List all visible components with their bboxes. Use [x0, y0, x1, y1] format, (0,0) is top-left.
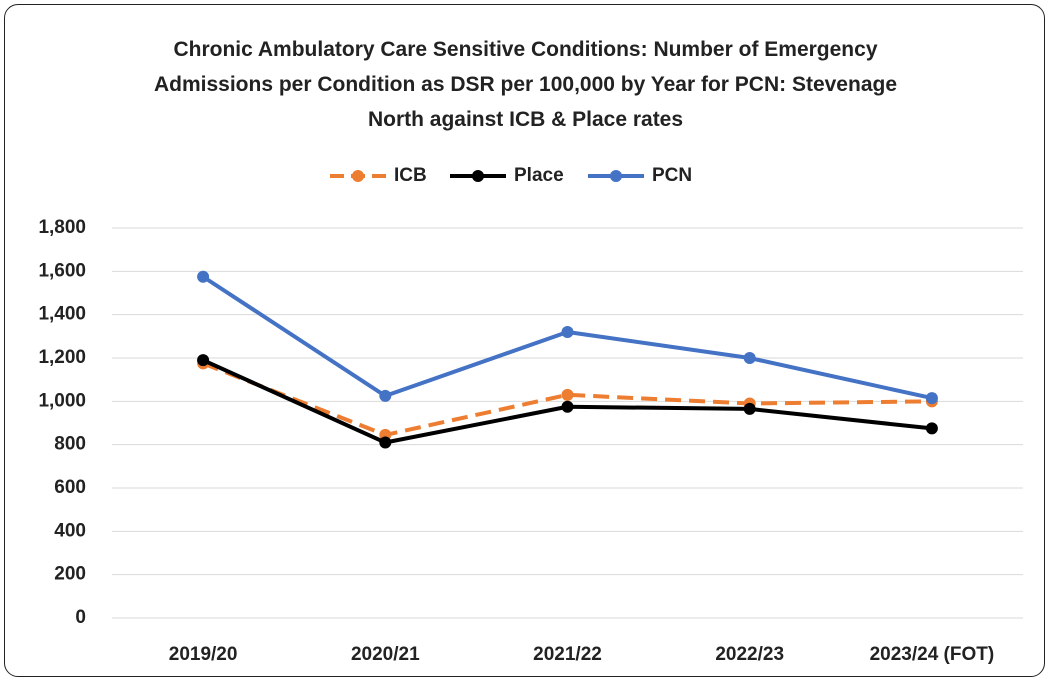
y-tick-label: 200 — [54, 564, 86, 585]
data-point — [561, 400, 574, 413]
legend-marker — [610, 170, 622, 182]
y-tick-label: 1,000 — [38, 390, 86, 411]
legend-label: PCN — [652, 165, 692, 186]
legend-marker — [472, 170, 484, 182]
x-tick-label: 2019/20 — [169, 644, 238, 665]
data-point — [379, 389, 392, 402]
x-tick-label: 2023/24 (FOT) — [870, 644, 995, 665]
data-point — [925, 422, 938, 435]
y-tick-label: 0 — [75, 607, 86, 628]
legend-label: ICB — [394, 165, 427, 186]
data-point — [561, 388, 574, 401]
data-point — [561, 326, 574, 338]
y-tick-label: 1,400 — [38, 304, 86, 325]
y-tick-label: 1,200 — [38, 347, 86, 368]
legend-marker — [352, 170, 364, 182]
series-line — [202, 361, 932, 437]
data-point — [925, 392, 938, 405]
data-point — [379, 436, 392, 449]
data-point — [743, 352, 756, 364]
y-tick-label: 800 — [54, 434, 86, 455]
data-point — [197, 354, 210, 367]
legend-label: Place — [514, 165, 564, 186]
x-tick-label: 2022/23 — [715, 644, 784, 665]
y-tick-label: 1,600 — [38, 260, 86, 281]
data-point — [743, 402, 756, 415]
data-point — [197, 270, 210, 283]
y-tick-label: 600 — [54, 477, 86, 498]
chart-title: Chronic Ambulatory Care Sensitive Condit… — [153, 38, 898, 131]
y-tick-label: 1,800 — [38, 217, 86, 238]
x-tick-label: 2020/21 — [351, 644, 420, 665]
y-tick-label: 400 — [54, 520, 86, 541]
x-tick-label: 2021/22 — [533, 644, 602, 665]
chart-frame — [4, 4, 1045, 677]
